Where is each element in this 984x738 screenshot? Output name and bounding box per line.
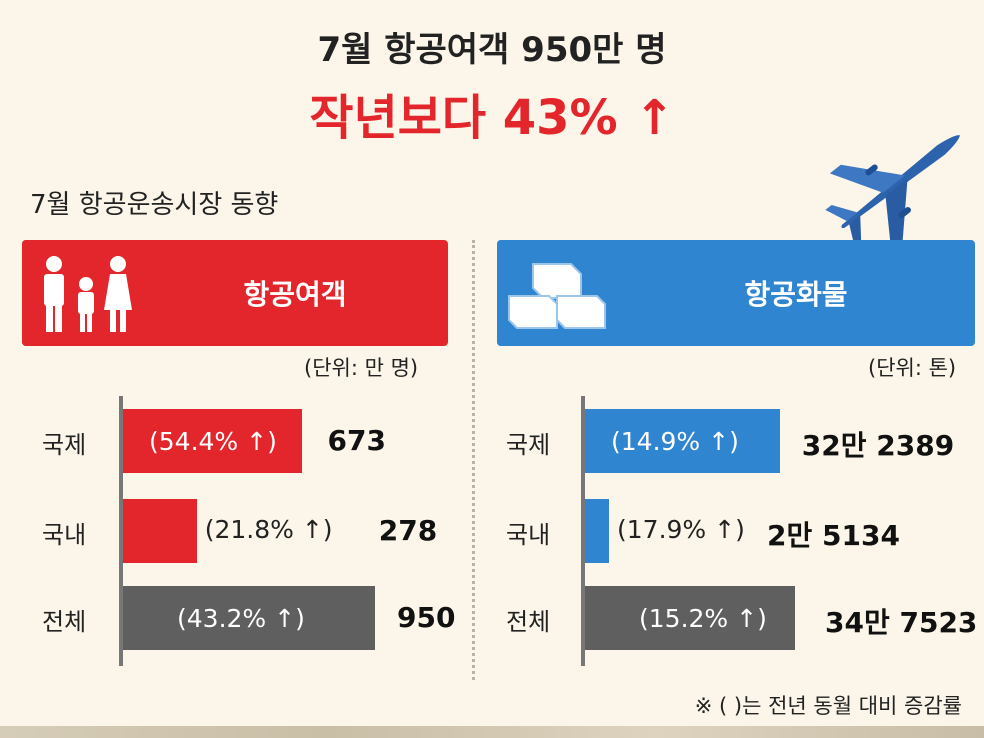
cargo-banner: 항공화물: [617, 260, 975, 326]
passenger-title: 항공여객: [243, 278, 347, 311]
passenger-change-label-2: (43.2% ↑): [177, 603, 305, 633]
passenger-row-label-0: 국제: [42, 431, 87, 459]
passenger-panel-header: 항공여객: [22, 240, 448, 346]
cargo-unit: (단위: 톤): [868, 356, 957, 380]
cargo-title: 항공화물: [744, 278, 848, 311]
boxes-icon: [508, 263, 606, 329]
cargo-axis: [581, 396, 585, 666]
headline-title: 7월 항공여객 950만 명: [317, 30, 667, 70]
cargo-row-label-0: 국제: [506, 431, 551, 459]
passenger-value-0: 673: [327, 424, 386, 457]
cargo-bar-1: [585, 499, 609, 563]
footnote: ※ ( )는 전년 동월 대비 증감률: [694, 694, 962, 718]
cargo-change-label-1: (17.9% ↑): [617, 515, 745, 544]
section-title: 7월 항공운송시장 동향: [30, 190, 279, 220]
passenger-row-label-1: 국내: [42, 521, 87, 549]
family-icon: [44, 256, 132, 332]
cargo-bar-2: (15.2% ↑): [585, 586, 795, 650]
passenger-value-1: 278: [378, 514, 438, 547]
cargo-panel-header: 항공화물: [497, 240, 975, 346]
bottom-strip: [0, 726, 984, 738]
cargo-change-label-0: (14.9% ↑): [611, 426, 739, 456]
passenger-bar-2: (43.2% ↑): [123, 586, 375, 650]
cargo-value-1: 2만 5134: [767, 519, 900, 552]
passenger-change-label-1: (21.8% ↑): [204, 515, 333, 544]
cargo-change-label-2: (15.2% ↑): [639, 603, 767, 633]
airplane-icon: [825, 135, 960, 246]
passenger-change-label-0: (54.4% ↑): [149, 426, 277, 456]
cargo-value-2: 34만 7523: [825, 606, 978, 639]
passenger-row-label-2: 전체: [42, 608, 87, 636]
passenger-banner: 항공여객: [142, 260, 448, 326]
passenger-value-2: 950: [397, 601, 456, 634]
cargo-value-0: 32만 2389: [801, 429, 955, 462]
passenger-unit: (단위: 만 명): [304, 356, 419, 380]
panel-divider: [472, 240, 475, 680]
passenger-bar-1: [123, 499, 197, 563]
headline-highlight: 작년보다 43% ↑: [309, 90, 675, 146]
cargo-row-label-1: 국내: [506, 521, 551, 549]
passenger-axis: [119, 396, 123, 666]
cargo-bar-0: (14.9% ↑): [585, 409, 780, 473]
passenger-bar-0: (54.4% ↑): [123, 409, 302, 473]
cargo-row-label-2: 전체: [506, 608, 551, 636]
